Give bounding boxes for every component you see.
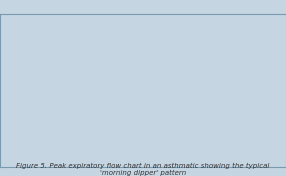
- X-axis label: Days: Days: [148, 158, 167, 167]
- Text: Treatment: Treatment: [204, 30, 240, 36]
- Y-axis label: Peak flow (L/min): Peak flow (L/min): [5, 56, 15, 122]
- Text: Figure 5. Peak expiratory flow chart in an asthmatic showing the typical 'mornin: Figure 5. Peak expiratory flow chart in …: [16, 163, 270, 176]
- Text: Predicted PEF: Predicted PEF: [50, 42, 98, 48]
